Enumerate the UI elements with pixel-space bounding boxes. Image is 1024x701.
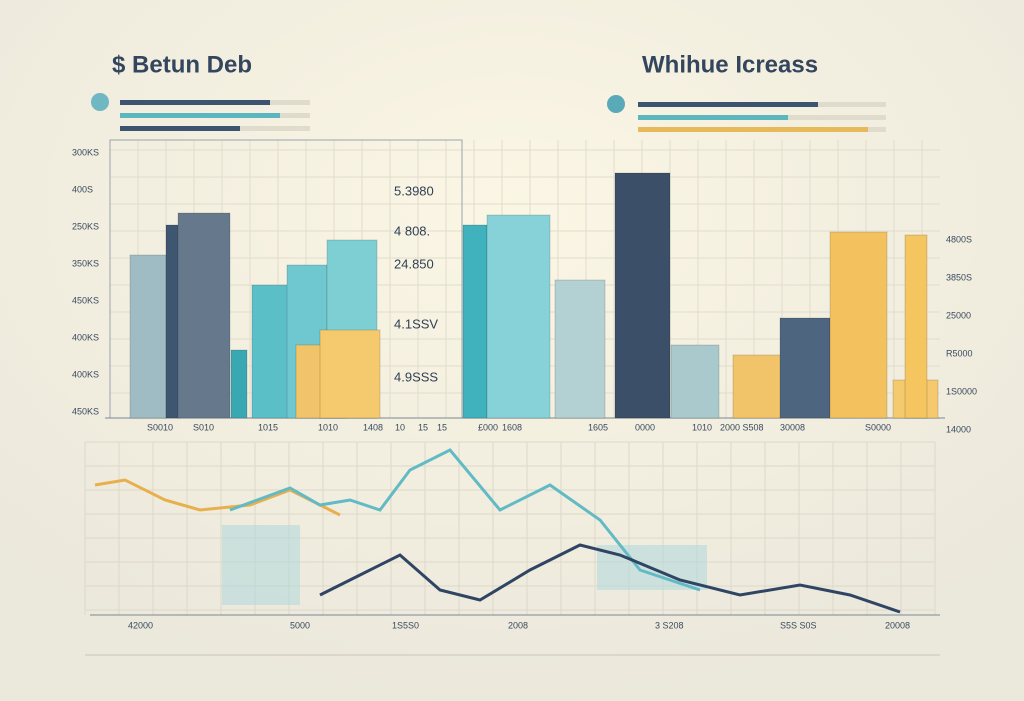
label: 1608 xyxy=(502,422,522,432)
stripe xyxy=(638,115,788,120)
label: 2000 S508 xyxy=(720,422,764,432)
label: 1010 xyxy=(318,422,338,432)
label: 5000 xyxy=(290,620,310,630)
bar xyxy=(670,344,720,419)
shade xyxy=(222,525,300,605)
label: 300KS xyxy=(72,147,99,157)
label: 42000 xyxy=(128,620,153,630)
label: 4800S xyxy=(946,234,972,244)
label: 10 xyxy=(395,422,405,432)
line-chart xyxy=(94,448,901,614)
label: 3 S208 xyxy=(655,620,684,630)
stripe xyxy=(638,127,868,132)
label: 3850S xyxy=(946,272,972,282)
label: 250KS xyxy=(72,221,99,231)
label: 1S5S0 xyxy=(392,620,419,630)
label: 20008 xyxy=(885,620,910,630)
label: 30008 xyxy=(780,422,805,432)
label: 400KS xyxy=(72,332,99,342)
bar xyxy=(614,172,671,419)
label: S0000 xyxy=(865,422,891,432)
bar xyxy=(486,214,551,419)
bar xyxy=(779,317,831,419)
label: S0010 xyxy=(147,422,173,432)
bar xyxy=(319,329,381,419)
bar xyxy=(904,234,928,419)
line xyxy=(94,478,341,517)
left-title: $ Betun Deb xyxy=(112,51,252,78)
label: 1408 xyxy=(363,422,383,432)
stripe xyxy=(120,100,270,105)
label: R5000 xyxy=(946,348,973,358)
bar xyxy=(230,349,248,419)
label: 400KS xyxy=(72,369,99,379)
label: S010 xyxy=(193,422,214,432)
bars xyxy=(129,172,939,419)
label: 4.1SSV xyxy=(394,316,438,331)
bar xyxy=(177,212,231,419)
bar xyxy=(554,279,606,419)
bar xyxy=(129,254,167,419)
label: 350KS xyxy=(72,258,99,268)
label: 1605 xyxy=(588,422,608,432)
label: £000 xyxy=(478,422,498,432)
stripe xyxy=(120,113,280,118)
bar xyxy=(462,224,488,419)
label: 4 808. xyxy=(394,223,430,238)
legend-bars xyxy=(91,93,886,132)
bar xyxy=(732,354,782,419)
label: 1S0000 xyxy=(946,386,977,396)
label: 2008 xyxy=(508,620,528,630)
stripe xyxy=(638,102,818,107)
bar xyxy=(829,231,888,419)
label: 1010 xyxy=(692,422,712,432)
label: 25000 xyxy=(946,310,971,320)
labels: 300KS 400S 250KS 350KS 450KS 400KS 400KS 450KS 5… xyxy=(72,147,977,630)
label: 15 xyxy=(418,422,428,432)
label: 24.850 xyxy=(394,256,434,271)
label: 1015 xyxy=(258,422,278,432)
label: 450KS xyxy=(72,406,99,416)
label: 14000 xyxy=(946,424,971,434)
label: 0000 xyxy=(635,422,655,432)
label: 5.3980 xyxy=(394,183,434,198)
bar xyxy=(251,284,289,419)
stripe xyxy=(120,126,240,131)
line xyxy=(229,448,701,592)
icon xyxy=(91,93,109,111)
right-title: Whihue Icreass xyxy=(642,51,818,78)
line xyxy=(319,543,901,614)
label: 4.9SSS xyxy=(394,369,438,384)
label: S5S S0S xyxy=(780,620,817,630)
label: 450KS xyxy=(72,295,99,305)
label: 400S xyxy=(72,184,93,194)
label: 15 xyxy=(437,422,447,432)
icon xyxy=(607,95,625,113)
